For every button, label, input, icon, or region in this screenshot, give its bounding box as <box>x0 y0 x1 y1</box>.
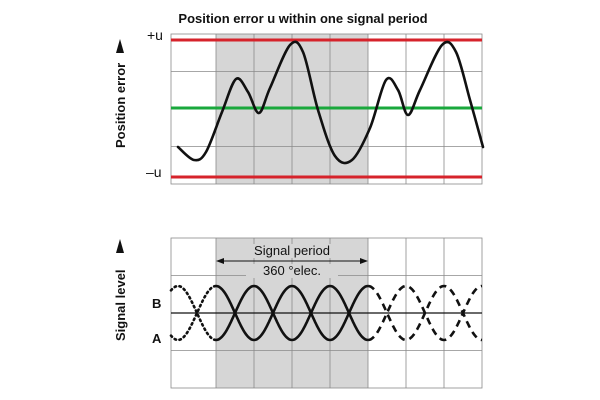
position-error-curve <box>176 40 485 165</box>
period-arrow-right-icon <box>360 258 368 264</box>
top-title: Position error u within one signal perio… <box>178 11 427 26</box>
top-y-arrow-icon <box>116 39 124 53</box>
bottom-y-label: Signal level <box>113 269 128 341</box>
plus-u-label: +u <box>147 27 163 43</box>
bottom-y-arrow-icon <box>116 239 124 253</box>
bottom-y-axis: Signal level <box>113 239 128 341</box>
period-value: 360 °elec. <box>263 263 321 278</box>
top-y-label: Position error <box>113 63 128 148</box>
signal-b-curve <box>215 284 369 342</box>
signal-b-label: B <box>152 296 161 311</box>
top-y-axis: Position error <box>113 39 128 148</box>
period-label: Signal period <box>254 243 330 258</box>
signal-a-dotted-segment <box>169 284 218 342</box>
signal-b-dotted-segment <box>169 284 218 342</box>
signal-period-dimension: Signal period 360 °elec. <box>216 243 368 278</box>
signal-a-curve <box>215 284 369 342</box>
minus-u-label: –u <box>146 164 162 180</box>
period-arrow-left-icon <box>216 258 224 264</box>
signal-b-dashed-segment <box>367 284 483 342</box>
signal-a-label: A <box>152 331 162 346</box>
